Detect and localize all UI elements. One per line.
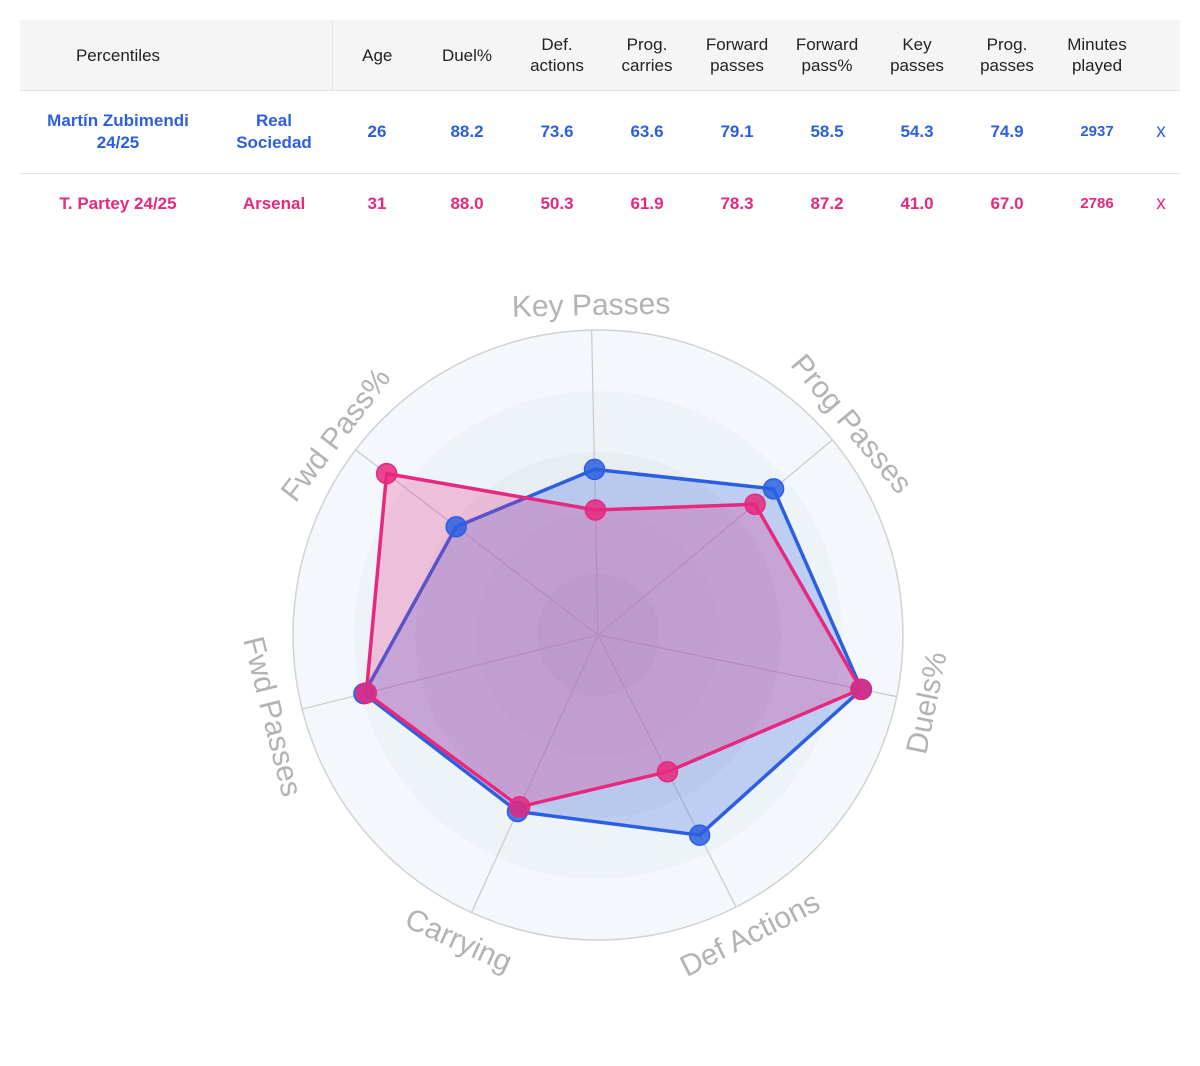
cell-age: 26 — [332, 90, 422, 174]
cell-forward-pass-pct: 58.5 — [782, 90, 872, 174]
percentiles-table: Percentiles Age Duel% Def. actions Prog. c… — [20, 20, 1180, 234]
header-row: Percentiles Age Duel% Def. actions Prog. c… — [20, 20, 1180, 91]
radar-point — [656, 761, 679, 783]
radar-point — [583, 458, 606, 481]
cell-minutes-played: 2937 — [1052, 90, 1142, 174]
radar-point — [688, 824, 711, 846]
cell-minutes-played: 2786 — [1080, 195, 1114, 212]
radar-series — [362, 467, 864, 837]
radar-axis-label: Duels% — [900, 649, 953, 757]
cell-age: 31 — [367, 194, 387, 213]
cell-def-actions: 73.6 — [512, 90, 602, 174]
header-key-passes: Key passes — [872, 20, 962, 91]
header-prog-passes: Prog. passes — [962, 20, 1052, 91]
table-row: T. Partey 24/25 Arsenal 31 88.0 50.3 61.… — [20, 174, 1180, 235]
radar-point — [744, 493, 766, 516]
header-forward-passes: Forward passes — [692, 20, 782, 91]
radar-point — [445, 515, 467, 538]
table-row: Martín Zubimendi 24/25 Real Sociedad 26 88… — [20, 90, 1180, 174]
cell-forward-passes: 79.1 — [692, 90, 782, 174]
header-prog-carries: Prog. carries — [602, 20, 692, 91]
cell-duel-pct: 88.0 — [450, 194, 484, 213]
header-forward-pass-pct: Forward pass% — [782, 20, 872, 91]
radar-spoke — [470, 634, 599, 913]
cell-prog-carries: 61.9 — [630, 194, 664, 213]
team-name: Arsenal — [242, 194, 306, 213]
header-age: Age — [331, 20, 422, 91]
header-minutes-played: Minutes played — [1052, 20, 1142, 91]
header-remove — [1142, 20, 1180, 91]
cell-prog-carries: 63.6 — [602, 90, 692, 174]
radar-spoke — [597, 634, 897, 698]
radar-point — [584, 499, 607, 521]
radar-point — [762, 478, 785, 500]
cell-def-actions: 50.3 — [540, 194, 574, 213]
cell-prog-passes: 67.0 — [990, 194, 1024, 213]
radar-point — [508, 796, 531, 818]
player-name[interactable]: Martín Zubimendi 24/25 — [20, 90, 216, 174]
cell-forward-pass-pct: 87.2 — [810, 194, 844, 213]
team-name: Real Sociedad — [216, 90, 332, 174]
header-team — [216, 20, 332, 91]
radar-spoke — [591, 330, 599, 636]
cell-duel-pct: 88.2 — [422, 90, 512, 174]
radar-chart: Key Passes Prog Passes Duels% Def Actions Ca… — [230, 272, 970, 992]
radar-spoke — [597, 439, 833, 636]
radar-series-1-area — [364, 471, 863, 809]
radar-points — [353, 458, 873, 846]
cell-forward-passes: 78.3 — [720, 194, 754, 213]
radar-axis-label: Key Passes — [512, 287, 671, 323]
radar-point — [850, 678, 872, 700]
header-duel-pct: Duel% — [422, 20, 512, 91]
radar-spoke — [301, 634, 599, 710]
radar-point — [355, 682, 378, 704]
percentiles-table-container: Percentiles Age Duel% Def. actions Prog. c… — [20, 20, 1180, 234]
player-name[interactable]: T. Partey 24/25 — [59, 194, 177, 213]
table-header: Percentiles Age Duel% Def. actions Prog. c… — [20, 20, 1180, 91]
header-percentiles: Percentiles — [20, 20, 216, 91]
cell-key-passes: 41.0 — [900, 194, 934, 213]
cell-prog-passes: 74.9 — [962, 90, 1052, 174]
cell-key-passes: 54.3 — [872, 90, 962, 174]
radar-spoke — [355, 449, 599, 636]
remove-row-button[interactable]: x — [1142, 90, 1180, 174]
remove-row-button[interactable]: x — [1156, 193, 1166, 214]
header-def-actions: Def. actions — [512, 20, 602, 91]
radar-point — [375, 462, 398, 485]
